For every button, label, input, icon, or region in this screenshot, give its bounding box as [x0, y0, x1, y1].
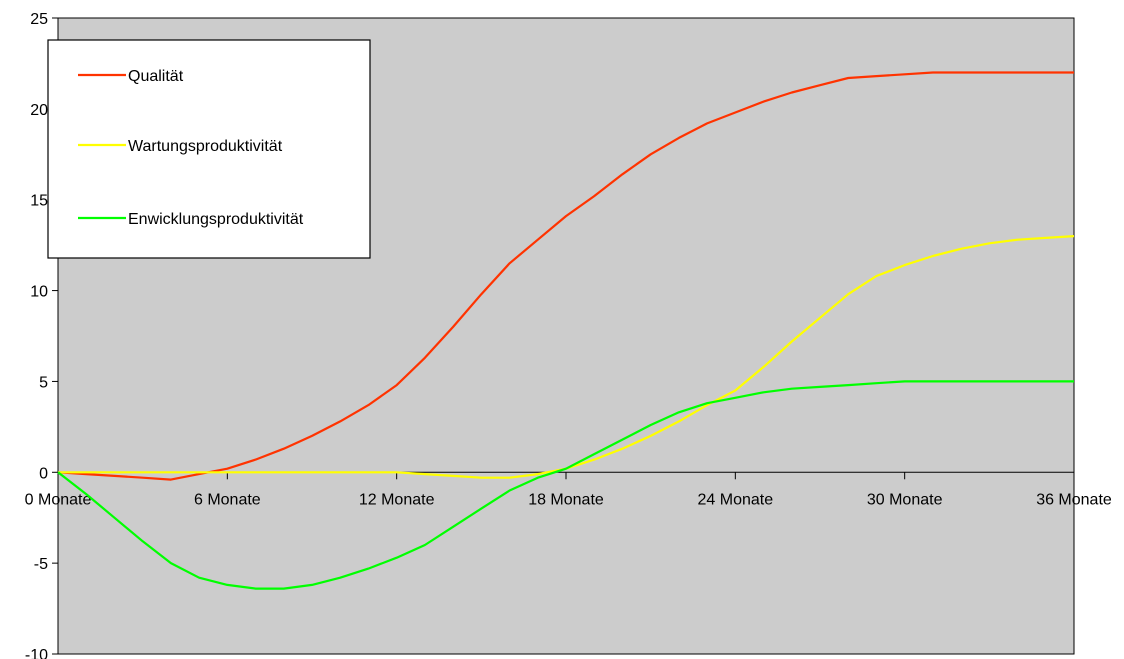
- y-tick-label: -10: [25, 647, 48, 659]
- legend-box: [47, 39, 371, 259]
- x-tick-label: 6 Monate: [194, 491, 261, 508]
- legend-label: Enwicklungsproduktivität: [128, 211, 304, 228]
- y-tick-label: 15: [30, 193, 48, 210]
- x-tick-label: 36 Monate: [1036, 491, 1112, 508]
- legend-label: Qualität: [128, 68, 184, 85]
- y-tick-label: 10: [30, 284, 48, 301]
- y-tick-label: -5: [34, 556, 48, 573]
- x-axis: 0 Monate 6 Monate 12 Monate 18 Monate 24 Mon…: [25, 471, 1112, 508]
- series-line-3: [57, 380, 1074, 590]
- x-tick-label: 18 Monate: [528, 491, 604, 508]
- x-tick-label: 0 Monate: [25, 491, 92, 508]
- y-tick-label: 25: [30, 11, 48, 28]
- legend: Qualität Wartungsproduktivität Enwicklungs…: [47, 39, 371, 259]
- y-tick-label: 0: [39, 465, 48, 482]
- x-tick-label: 24 Monate: [698, 491, 774, 508]
- y-tick-label: 5: [39, 374, 48, 391]
- x-tick-label: 30 Monate: [867, 491, 943, 508]
- legend-label: Wartungsproduktivität: [128, 138, 283, 155]
- series-layer: [57, 71, 1075, 590]
- x-tick-label: 12 Monate: [359, 491, 435, 508]
- series-line-1: [57, 71, 1074, 481]
- y-tick-label: 20: [30, 102, 48, 119]
